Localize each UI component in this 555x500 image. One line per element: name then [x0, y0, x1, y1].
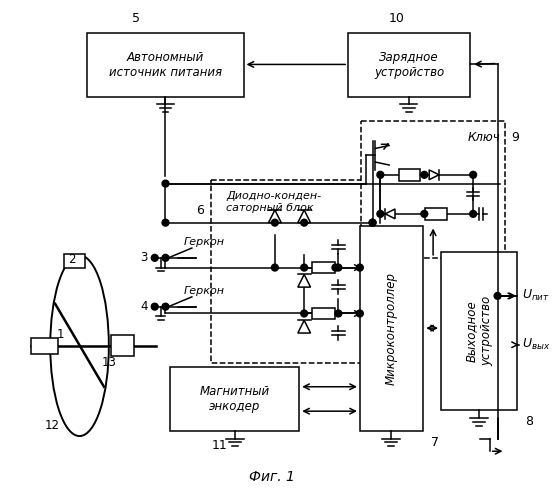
Text: Автономный
источник питания: Автономный источник питания — [109, 51, 222, 79]
Text: 10: 10 — [389, 12, 405, 26]
Text: 9: 9 — [511, 131, 519, 144]
Text: 4: 4 — [140, 300, 148, 313]
Circle shape — [152, 254, 158, 261]
Bar — [399, 169, 420, 180]
Text: 7: 7 — [431, 436, 439, 448]
Circle shape — [162, 303, 169, 310]
Bar — [348, 33, 470, 96]
Text: 6: 6 — [196, 204, 204, 218]
Text: Микроконтроллер: Микроконтроллер — [385, 272, 398, 384]
Bar — [425, 208, 447, 220]
Text: Геркон: Геркон — [184, 237, 225, 247]
Polygon shape — [298, 320, 311, 333]
Circle shape — [335, 264, 342, 271]
Bar — [312, 262, 335, 274]
Circle shape — [377, 172, 384, 178]
Bar — [441, 252, 517, 410]
Circle shape — [152, 303, 158, 310]
Text: 5: 5 — [132, 12, 140, 26]
Bar — [87, 33, 244, 96]
Text: Зарядное
устройство: Зарядное устройство — [374, 51, 445, 79]
Bar — [360, 226, 423, 430]
Polygon shape — [269, 210, 281, 222]
Text: Геркон: Геркон — [184, 286, 225, 296]
Circle shape — [335, 310, 342, 317]
Circle shape — [301, 264, 307, 271]
Circle shape — [494, 292, 501, 300]
Ellipse shape — [50, 256, 109, 436]
Circle shape — [271, 264, 278, 271]
Text: $U_{пит}$: $U_{пит}$ — [522, 288, 550, 304]
Polygon shape — [298, 274, 311, 287]
Bar — [111, 335, 134, 356]
Bar — [211, 180, 402, 364]
Text: Ключ: Ключ — [467, 131, 500, 144]
Polygon shape — [298, 210, 311, 222]
Text: 11: 11 — [211, 438, 227, 452]
Circle shape — [377, 210, 384, 218]
Bar — [31, 338, 58, 353]
Circle shape — [356, 310, 364, 317]
Bar — [170, 367, 299, 430]
Circle shape — [301, 219, 307, 226]
Text: Магнитный
энкодер: Магнитный энкодер — [200, 385, 270, 413]
Circle shape — [301, 310, 307, 317]
Text: 3: 3 — [140, 252, 148, 264]
Text: $U_{вых}$: $U_{вых}$ — [522, 337, 551, 352]
Bar — [64, 254, 85, 268]
Polygon shape — [429, 170, 439, 179]
Text: Фиг. 1: Фиг. 1 — [249, 470, 295, 484]
Circle shape — [470, 210, 477, 218]
Circle shape — [162, 180, 169, 187]
Circle shape — [162, 254, 169, 261]
Text: Выходное
устройство: Выходное устройство — [465, 296, 493, 366]
Circle shape — [470, 172, 477, 178]
Circle shape — [369, 219, 376, 226]
Text: 2: 2 — [68, 254, 75, 266]
Text: 13: 13 — [102, 356, 116, 369]
Circle shape — [271, 219, 278, 226]
Circle shape — [162, 219, 169, 226]
Text: 8: 8 — [525, 415, 533, 428]
Bar — [312, 308, 335, 320]
Polygon shape — [385, 209, 395, 218]
Text: Диодно-конден-
саторный блок: Диодно-конден- саторный блок — [226, 192, 321, 213]
Text: 1: 1 — [56, 328, 64, 342]
Circle shape — [369, 219, 376, 226]
Circle shape — [421, 210, 428, 218]
Circle shape — [356, 264, 364, 271]
Circle shape — [421, 172, 428, 178]
Circle shape — [332, 264, 339, 271]
Bar — [361, 121, 506, 258]
Text: 12: 12 — [45, 420, 60, 432]
